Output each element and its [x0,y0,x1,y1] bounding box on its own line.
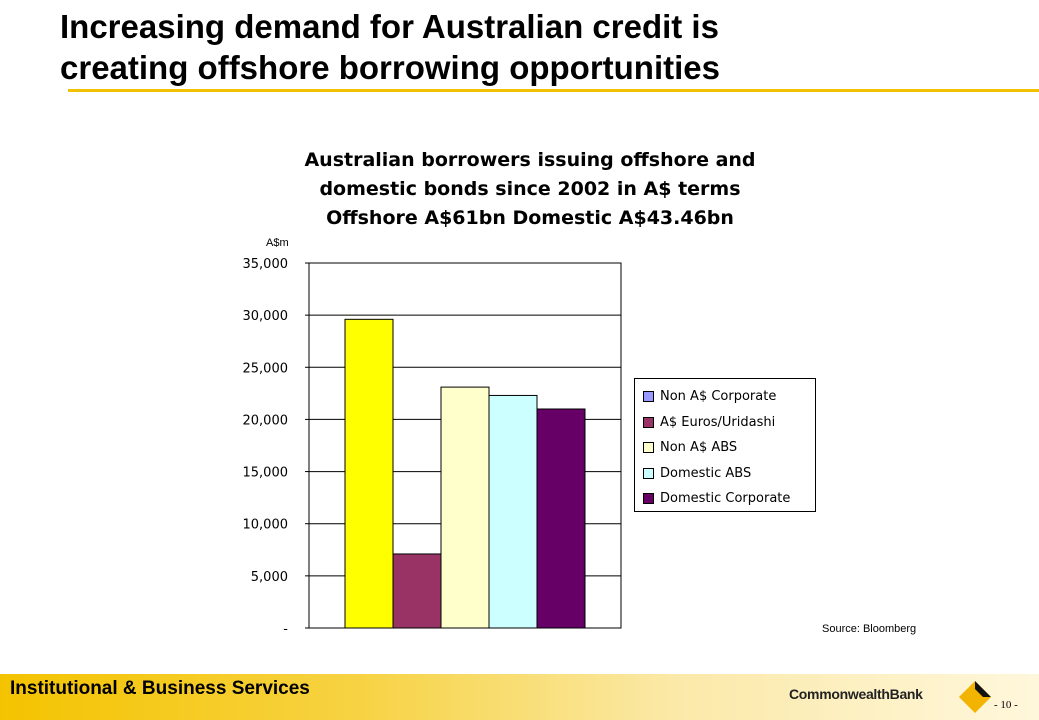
y-tick-label: 15,000 [243,466,289,481]
y-tick-label: 5,000 [251,570,288,585]
y-axis-label: A$m [266,237,289,249]
bar-domestic-corporate [536,408,586,629]
legend-swatch [643,493,654,505]
slide-title-line-2: creating offshore borrowing opportunitie… [60,49,720,86]
legend-item: Domestic Corporate [643,486,815,512]
footer-division: Institutional & Business Services [10,678,310,699]
legend-item: Non A$ ABS [643,435,815,461]
legend-label: Non A$ ABS [660,440,738,456]
plot-frame [308,262,622,629]
chart-title-line-2: domestic bonds since 2002 in A$ terms [319,178,741,200]
bar-domestic-abs [488,394,538,629]
page-number: - 10 - [994,699,1018,711]
y-tick-label: 35,000 [243,257,289,272]
y-tick-label: - [283,622,288,637]
legend-item: Non A$ Corporate [643,384,815,410]
legend-swatch [643,442,654,454]
legend-swatch [643,416,654,428]
y-tick-label: 20,000 [243,413,289,428]
source-note: Source: Bloomberg [822,623,917,635]
footer-band [0,674,1039,720]
legend-label: Domestic Corporate [660,491,791,507]
legend-swatch [643,391,654,403]
commonwealth-logo-icon [959,681,991,713]
legend-label: Domestic ABS [660,465,752,481]
bar-a-euros-uridashi [392,553,442,629]
chart-title-line-3: Offshore A$61bn Domestic A$43.46bn [326,207,734,229]
y-tick-label: 10,000 [243,518,289,533]
slide-title-line-1: Increasing demand for Australian credit … [60,8,719,45]
y-tick-label: 25,000 [243,361,289,376]
legend-item: Domestic ABS [643,461,815,487]
slide-title: Increasing demand for Australian credit … [60,6,1020,88]
bar-non-a-abs [440,386,490,629]
bar-non-a-corporate [344,318,394,629]
y-tick-label: 30,000 [243,309,289,324]
brand-name: CommonwealthBank [789,686,923,702]
chart-title: Australian borrowers issuing offshore an… [260,146,800,233]
chart-legend: Non A$ Corporate A$ Euros/Uridashi Non A$ … [634,378,816,512]
legend-label: A$ Euros/Uridashi [660,414,776,430]
legend-label: Non A$ Corporate [660,389,777,405]
title-underline [68,89,1039,92]
legend-swatch [643,467,654,479]
chart-title-line-1: Australian borrowers issuing offshore an… [304,149,756,171]
legend-item: A$ Euros/Uridashi [643,410,815,436]
